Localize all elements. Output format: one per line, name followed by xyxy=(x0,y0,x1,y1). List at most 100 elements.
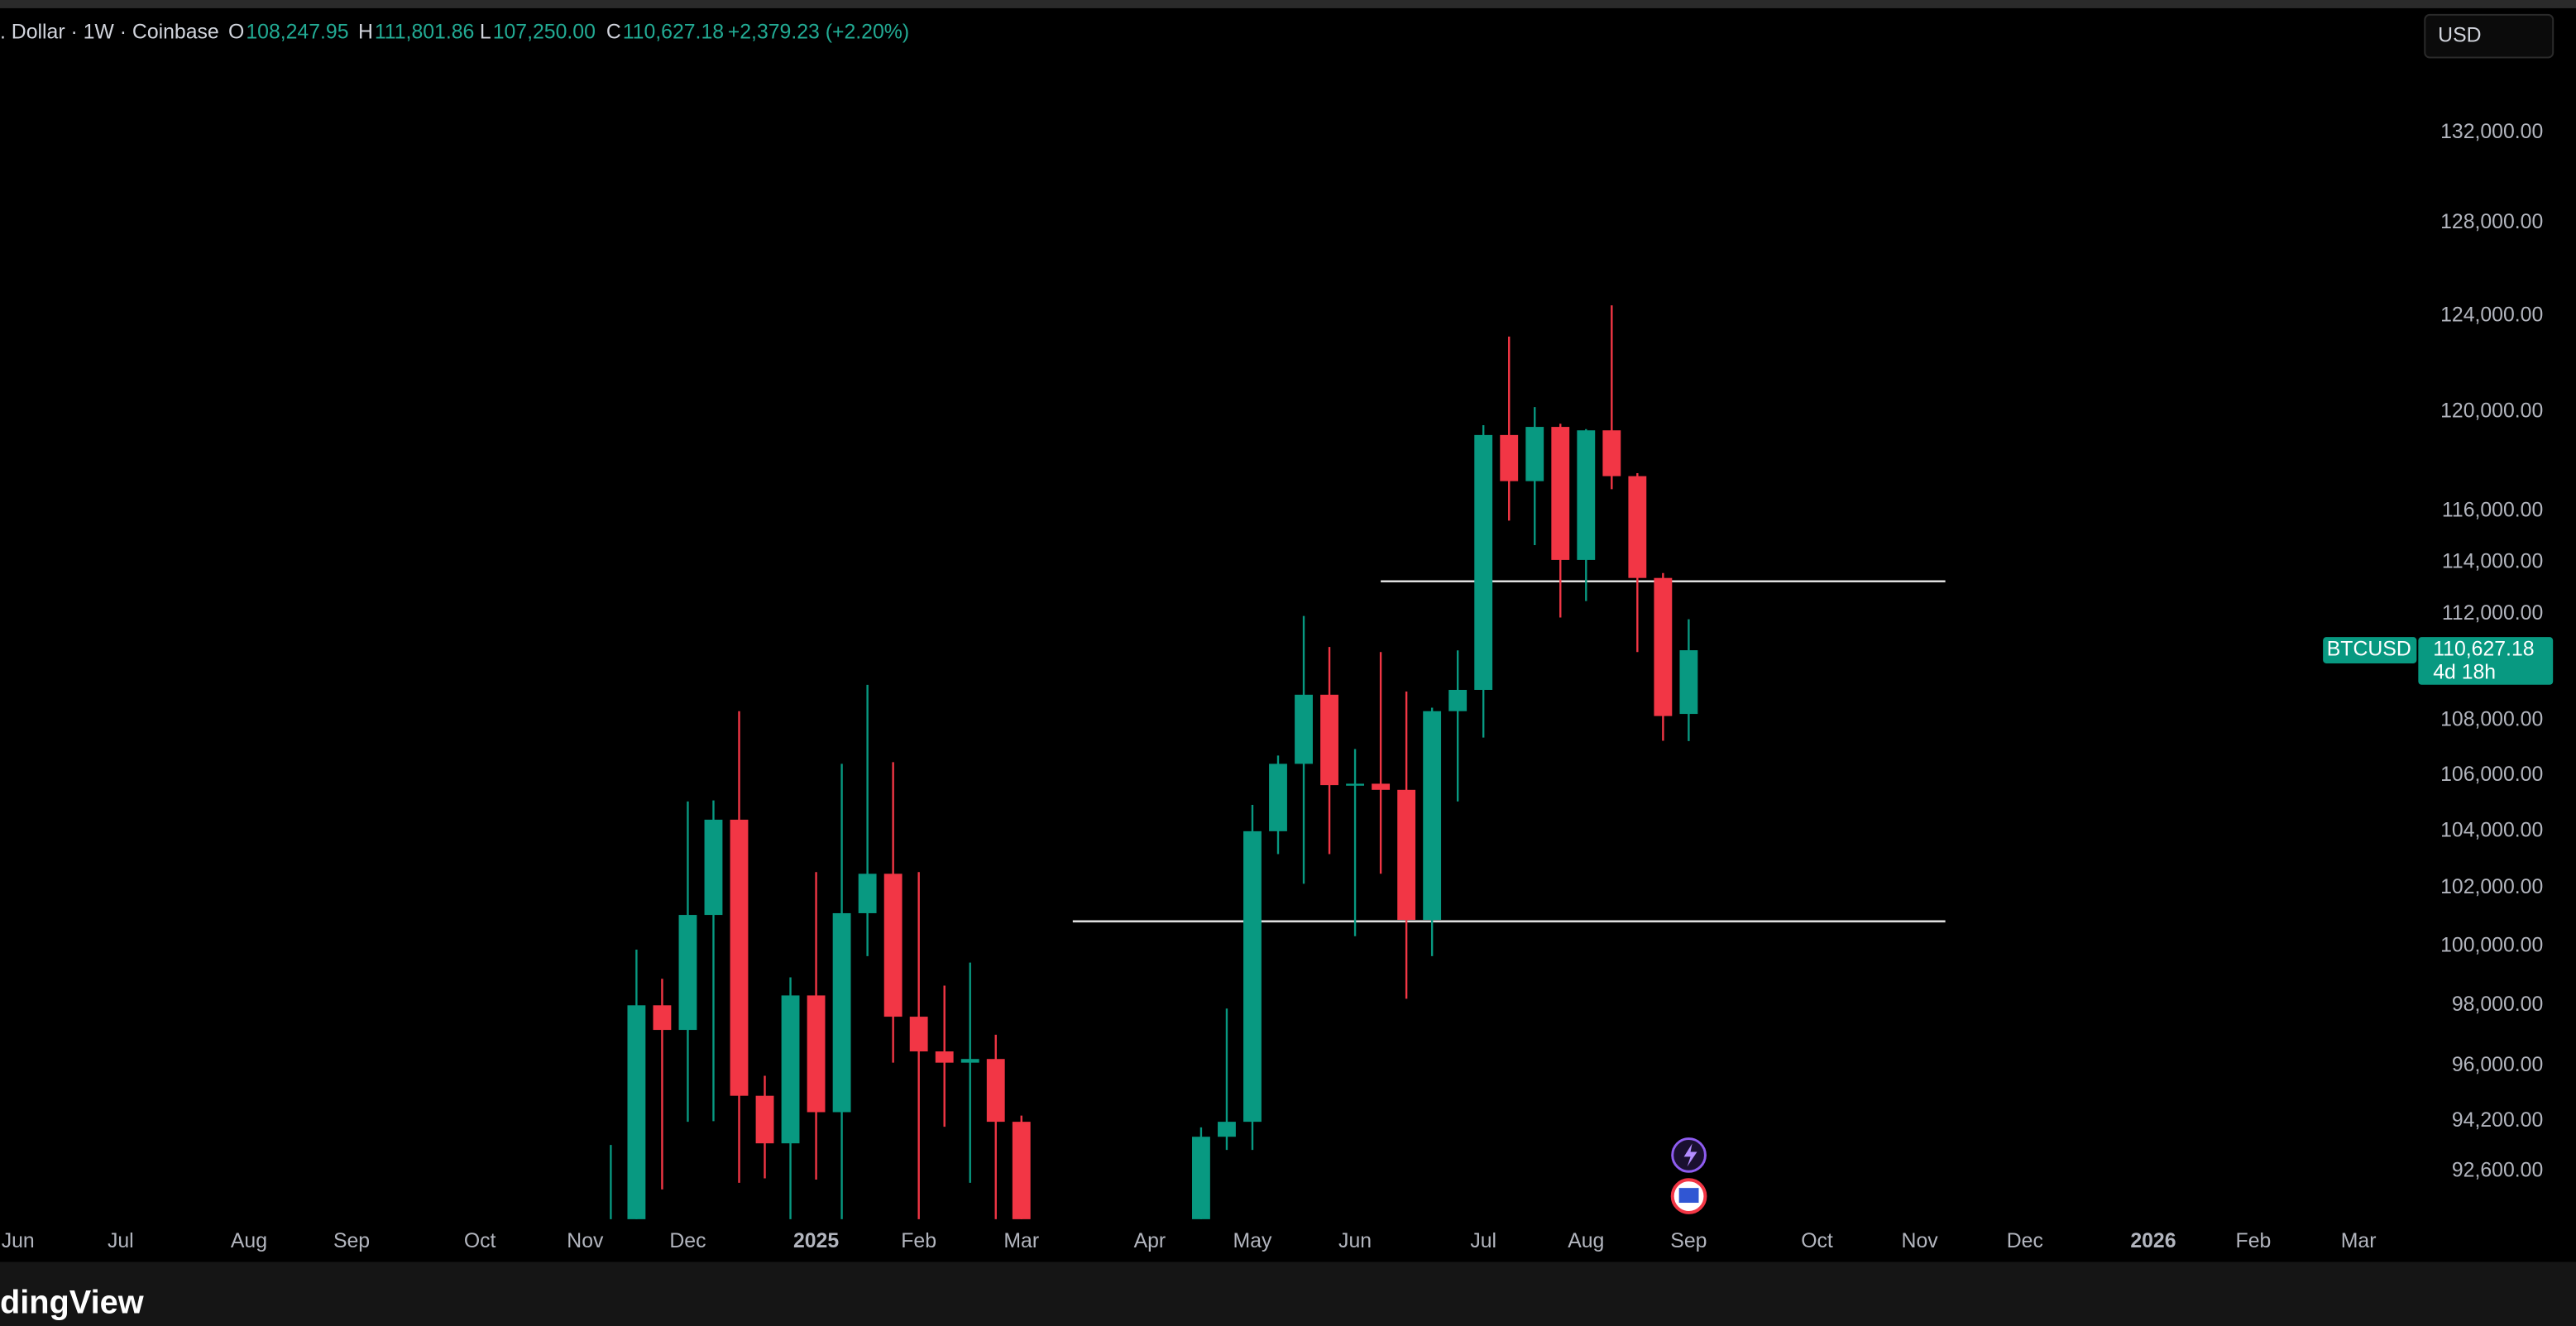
x-tick-label: Aug xyxy=(1568,1230,1604,1252)
x-tick-label: May xyxy=(1233,1230,1272,1252)
candle-body xyxy=(627,1005,646,1219)
x-tick-label: Dec xyxy=(669,1230,706,1252)
x-tick-label: Jun xyxy=(1338,1230,1372,1252)
candle-body xyxy=(781,995,800,1144)
footer xyxy=(0,1261,2576,1326)
top-border xyxy=(0,0,2576,8)
y-tick-label: 100,000.00 xyxy=(2440,934,2543,956)
currency-button[interactable] xyxy=(2424,13,2554,59)
candle-body xyxy=(1346,783,1364,786)
y-tick-label: 124,000.00 xyxy=(2440,304,2543,326)
y-tick-label: 120,000.00 xyxy=(2440,400,2543,423)
candle-body xyxy=(730,819,749,1096)
ohlc-key: H xyxy=(358,21,373,43)
candle-body xyxy=(1218,1122,1236,1137)
y-tick-label: 132,000.00 xyxy=(2440,121,2543,143)
logo: dingView xyxy=(0,1285,144,1321)
x-tick-label: 2026 xyxy=(2130,1230,2176,1252)
y-tick-label: 94,200.00 xyxy=(2452,1109,2543,1132)
candle-body xyxy=(807,995,826,1113)
candle-body xyxy=(935,1051,954,1063)
candle-body xyxy=(832,912,851,1113)
candle-body xyxy=(1500,434,1519,481)
x-tick-label: Oct xyxy=(1801,1230,1833,1252)
price-tag-value: 110,627.18 xyxy=(2433,639,2534,661)
x-tick-label: Apr xyxy=(1134,1230,1166,1252)
y-tick-label: 128,000.00 xyxy=(2440,211,2543,233)
symbol-tag xyxy=(2323,637,2417,663)
ohlc-value: 111,801.86 xyxy=(375,21,474,43)
y-tick-label: 98,000.00 xyxy=(2452,993,2543,1016)
y-tick-label: 112,000.00 xyxy=(2442,602,2543,625)
candle-body xyxy=(1577,430,1596,560)
y-tick-label: 102,000.00 xyxy=(2440,876,2543,898)
y-tick-label: 104,000.00 xyxy=(2440,819,2543,841)
y-tick-label: 114,000.00 xyxy=(2442,550,2543,572)
candle-body xyxy=(1295,694,1313,764)
candle-body xyxy=(704,819,723,916)
candle-body xyxy=(678,915,697,1031)
ohlc-value: 110,627.18 xyxy=(623,21,724,43)
candle-body xyxy=(1192,1137,1210,1219)
candle-body xyxy=(1654,577,1673,716)
candle-body xyxy=(1474,434,1493,690)
currency-label[interactable]: USD xyxy=(2438,24,2481,46)
symbol: . Dollar · 1W · Coinbase xyxy=(0,21,219,43)
y-tick-label: 92,600.00 xyxy=(2452,1160,2543,1182)
x-tick-label: Sep xyxy=(1670,1230,1707,1252)
candle-body xyxy=(1448,689,1468,711)
x-tick-label: Feb xyxy=(901,1230,936,1252)
x-tick-label: Mar xyxy=(1003,1230,1039,1252)
symbol-tag-label: BTCUSD xyxy=(2327,639,2411,661)
lightning xyxy=(1683,1143,1697,1167)
x-tick-label: Sep xyxy=(333,1230,370,1252)
x-tick-label: 2025 xyxy=(793,1230,839,1252)
change: +2,379.23 (+2.20%) xyxy=(728,21,909,43)
candle-body xyxy=(1679,650,1698,715)
y-tick-label: 96,000.00 xyxy=(2452,1054,2543,1076)
x-tick-label: Mar xyxy=(2341,1230,2377,1252)
x-tick-label: Jul xyxy=(1470,1230,1496,1252)
candle-body xyxy=(1320,694,1338,786)
ohlc-value: 107,250.00 xyxy=(493,21,596,43)
ohlc-key: C xyxy=(606,21,621,43)
price-tag xyxy=(2418,637,2554,685)
candle-body xyxy=(1423,711,1442,921)
header: . Dollar · 1W · Coinbase O 108,247.95 H 111,… xyxy=(0,21,909,43)
event-icons xyxy=(1670,1137,1707,1214)
ohlc-value: 108,247.95 xyxy=(246,21,348,43)
x-tick-label: Jul xyxy=(108,1230,134,1252)
y-tick-label: 116,000.00 xyxy=(2442,500,2543,522)
price-tag-countdown: 4d 18h xyxy=(2433,661,2496,683)
candle-body xyxy=(1372,783,1391,790)
candle-body xyxy=(1628,476,1647,578)
candle-body xyxy=(858,874,877,913)
ohlc-key: O xyxy=(228,21,244,43)
flag xyxy=(1678,1188,1699,1204)
x-tick-label: Dec xyxy=(2007,1230,2043,1252)
x-tick-label: Aug xyxy=(231,1230,267,1252)
candle-body xyxy=(1012,1122,1031,1219)
candle-body xyxy=(1243,831,1262,1123)
x-tick-label: Nov xyxy=(1902,1230,1939,1252)
candle-body xyxy=(755,1095,774,1144)
candle-body xyxy=(909,1017,928,1052)
x-tick-label: Jun xyxy=(2,1230,35,1252)
x-tick-label: Oct xyxy=(464,1230,496,1252)
plot xyxy=(610,305,1946,1219)
candle-body xyxy=(883,874,903,1017)
candle-body xyxy=(1269,764,1287,831)
ohlc-key: L xyxy=(480,21,491,43)
x-tick-label: Feb xyxy=(2236,1230,2272,1252)
candle-body xyxy=(1551,427,1570,560)
candle-body xyxy=(986,1059,1005,1123)
x-tick-label: Nov xyxy=(567,1230,604,1252)
candle-body xyxy=(960,1059,979,1063)
candle-body xyxy=(1525,427,1544,481)
y-tick-label: 108,000.00 xyxy=(2440,709,2543,731)
candle-body xyxy=(1397,789,1416,921)
candle-body xyxy=(1602,430,1621,476)
